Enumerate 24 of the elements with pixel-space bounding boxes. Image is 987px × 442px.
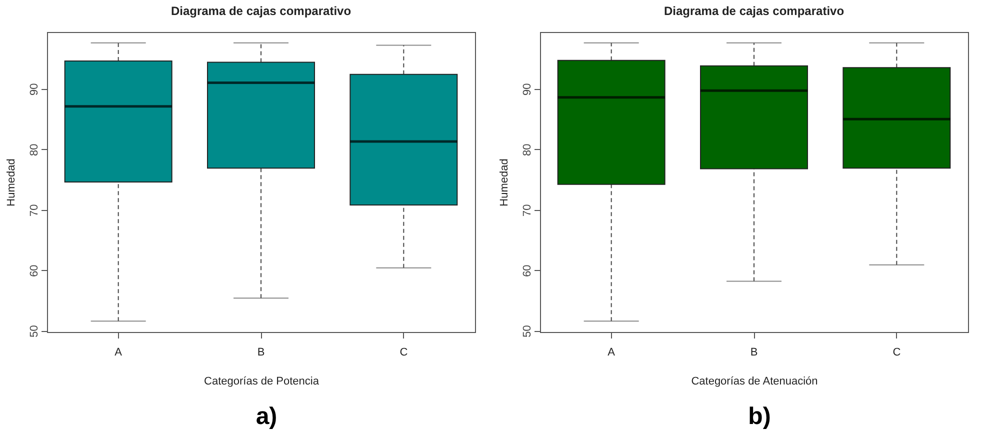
x-tick-label: A <box>114 346 123 358</box>
y-axis-title: Humedad <box>498 158 510 206</box>
y-tick-label: 80 <box>522 144 534 156</box>
x-tick-label: A <box>608 346 616 358</box>
x-tick-label: C <box>892 346 901 358</box>
y-tick-label: 70 <box>28 204 40 216</box>
x-tick-label: C <box>400 346 408 358</box>
chart-title: Diagrama de cajas comparativo <box>664 4 844 18</box>
y-tick-label: 70 <box>522 204 534 216</box>
x-axis-title: Categorías de Atenuación <box>691 376 818 388</box>
x-tick-label: B <box>257 346 265 358</box>
x-axis-title: Categorías de Potencia <box>204 376 320 388</box>
y-tick-label: 90 <box>522 83 534 96</box>
y-tick-label: 50 <box>522 325 534 338</box>
y-tick-label: 60 <box>522 264 534 277</box>
text: b) <box>747 403 772 431</box>
chart-title: Diagrama de cajas comparativo <box>170 4 352 18</box>
text: a) <box>254 403 278 431</box>
y-tick-label: 50 <box>28 325 40 338</box>
y-axis-title: Humedad <box>6 158 18 206</box>
y-tick-label: 60 <box>28 264 40 277</box>
y-tick-label: 90 <box>28 83 40 96</box>
y-tick-label: 80 <box>28 144 40 156</box>
x-tick-label: B <box>750 346 758 358</box>
